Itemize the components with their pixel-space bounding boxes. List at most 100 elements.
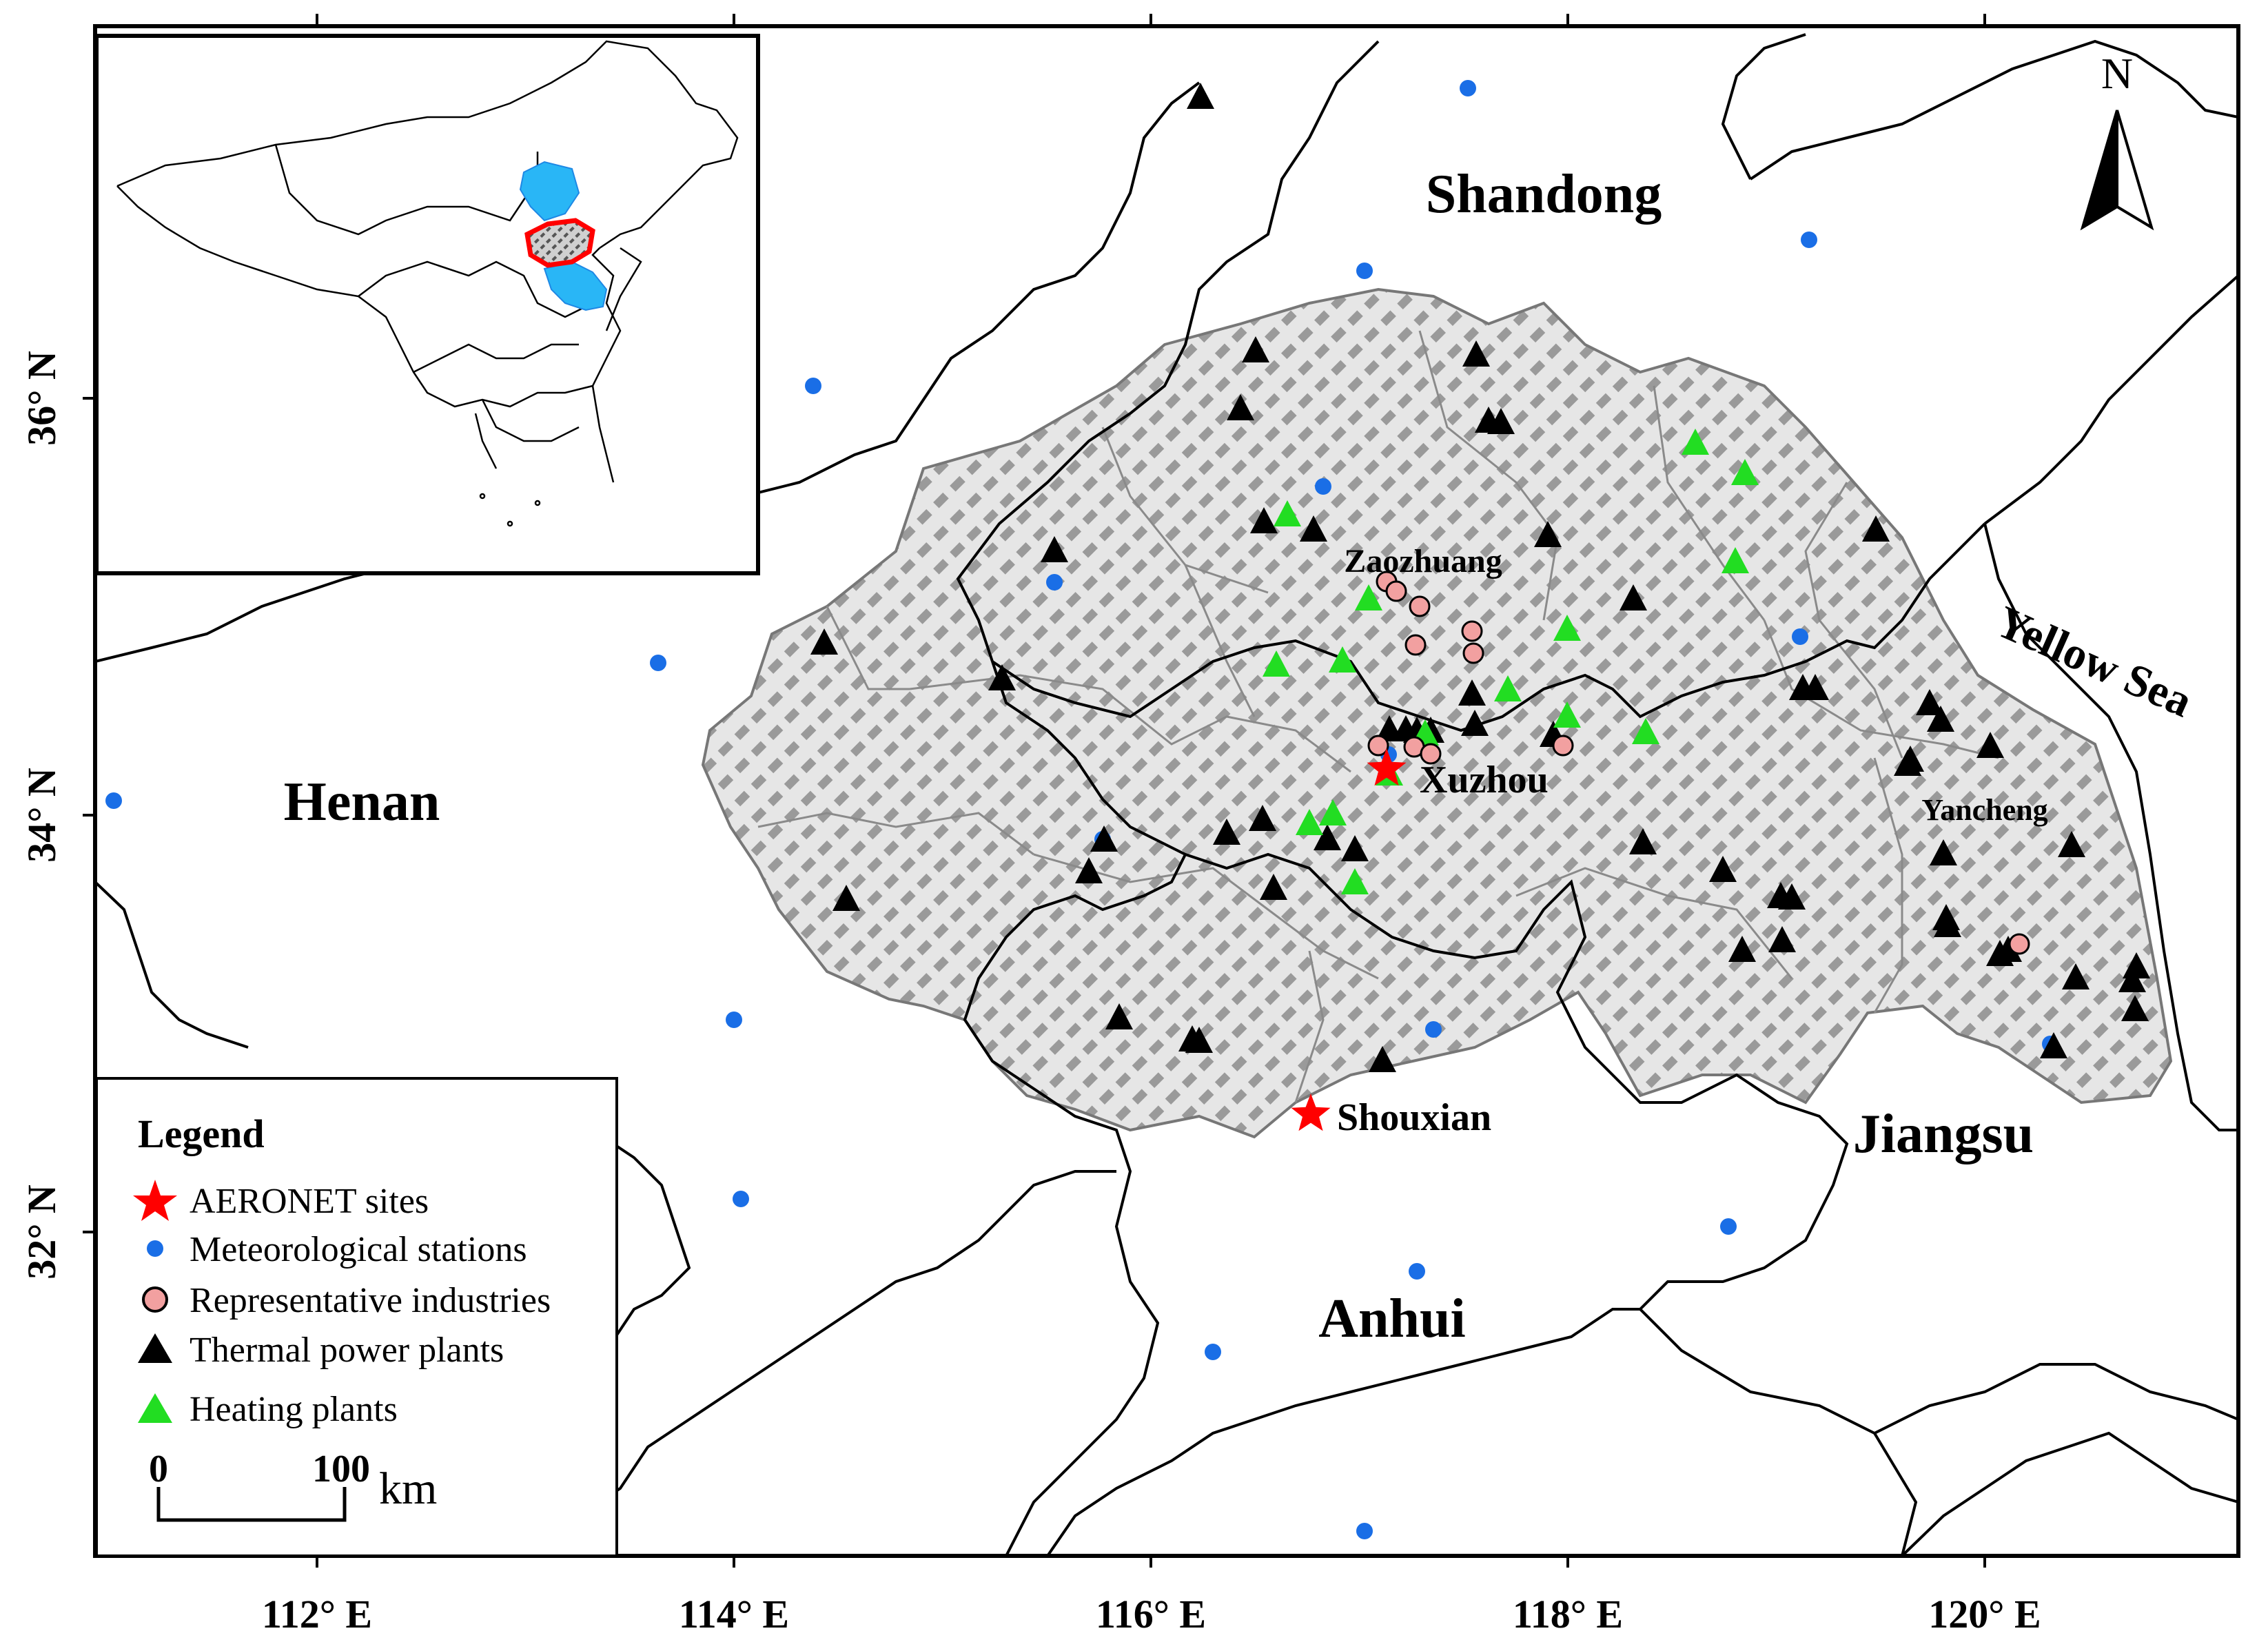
meteorological-station-marker [1315, 478, 1331, 495]
heating-plant-marker [1319, 799, 1347, 825]
thermal-power-plant-marker [1227, 394, 1254, 420]
legend-item-label: Meteorological stations [190, 1230, 527, 1269]
lon-tick-label: 112° E [262, 1592, 372, 1636]
aeronet-site-marker-shouxian [1291, 1094, 1331, 1131]
thermal-power-plant-marker [1250, 507, 1278, 533]
thermal-power-plant-marker [1185, 1027, 1213, 1053]
legend: Legend AERONET sites Meteorological stat… [95, 1077, 618, 1557]
meteorological-station-marker [805, 378, 821, 394]
scale-bar-end: 100 [312, 1448, 370, 1490]
scale-bar: 0 100 km [149, 1448, 437, 1522]
heating-plant-marker [1263, 650, 1290, 677]
inset-map [94, 34, 760, 575]
inset-highlight-north [519, 161, 580, 222]
heating-plant-marker [1632, 718, 1659, 744]
representative-industry-marker [2008, 933, 2030, 955]
meteorological-station-marker [1205, 1344, 1221, 1360]
study-area [701, 287, 2173, 1139]
thermal-power-plant-marker [988, 664, 1016, 690]
heating-plant-marker [1722, 547, 1749, 573]
representative-industry-marker [1367, 735, 1389, 757]
thermal-power-plant-marker [1105, 1003, 1133, 1029]
thermal-power-plant-marker [810, 628, 838, 655]
thermal-power-plant-marker [832, 885, 860, 911]
lon-axis-labels: 112° E 114° E 116° E 118° E 120° E [262, 1592, 2041, 1636]
legend-pink-circle-icon [142, 1286, 168, 1313]
legend-item-label: Thermal power plants [190, 1331, 504, 1370]
meteorological-station-marker [1720, 1218, 1737, 1235]
thermal-power-plant-marker [1629, 828, 1657, 854]
aeronet-site-marker-xuzhou [1367, 748, 1407, 786]
thermal-power-plant-marker [1458, 679, 1486, 706]
basemap [95, 33, 2238, 1556]
heating-plant-marker [1553, 615, 1581, 641]
province-label-shandong: Shandong [1426, 164, 1662, 225]
heating-plant-marker [1274, 500, 1301, 526]
heating-plant-marker [1494, 675, 1522, 701]
legend-black-triangle-icon [138, 1333, 172, 1363]
representative-industry-marker [1385, 580, 1407, 602]
thermal-power-plant-marker [2118, 966, 2146, 992]
inset-highlight-south [543, 260, 608, 311]
thermal-power-plant-marker [1534, 521, 1562, 547]
legend-red-star-icon [133, 1180, 177, 1221]
meteorological-station-marker [1409, 1263, 1425, 1280]
lat-tick-label: 32° N [19, 1184, 64, 1280]
lon-tick-label: 120° E [1928, 1592, 2041, 1636]
thermal-power-plant-marker [1462, 340, 1490, 367]
thermal-power-plant-marker [1934, 911, 1961, 937]
north-arrow: N [2080, 49, 2154, 231]
thermal-power-plant-marker [1801, 674, 1829, 700]
thermal-power-plant-marker [1249, 805, 1276, 831]
representative-industry-marker [1409, 595, 1431, 617]
thermal-power-plant-marker [1894, 750, 1921, 776]
meteorological-station-marker [1046, 574, 1063, 591]
scale-bar-unit: km [379, 1464, 437, 1514]
province-label-henan: Henan [284, 772, 440, 832]
thermal-power-plant-marker [1213, 819, 1240, 845]
thermal-power-plant-marker [2058, 831, 2085, 857]
heating-plant-marker [1682, 429, 1709, 455]
scale-bar-start: 0 [149, 1448, 168, 1490]
lat-tick-label: 36° N [19, 351, 64, 446]
province-label-anhui: Anhui [1318, 1289, 1465, 1349]
city-label-zaozhuang: Zaozhuang [1344, 543, 1502, 579]
thermal-power-plant-marker [1620, 584, 1647, 610]
thermal-power-plant-marker [2062, 963, 2090, 989]
lon-tick-label: 114° E [679, 1592, 789, 1636]
thermal-power-plant-marker [1341, 835, 1369, 861]
map-markers [105, 80, 2150, 1539]
thermal-power-plant-marker [1369, 1046, 1396, 1072]
frame-ticks [83, 14, 1986, 1568]
thermal-power-plant-marker [1041, 536, 1068, 562]
thermal-power-plant-marker [1930, 839, 1957, 865]
thermal-power-plant-marker [1976, 732, 2004, 758]
heating-plant-marker [1329, 646, 1356, 673]
meteorological-station-marker [105, 792, 122, 809]
thermal-power-plant-marker [1728, 936, 1756, 962]
heating-plant-marker [1553, 701, 1581, 728]
thermal-power-plant-marker [2121, 995, 2149, 1021]
meteorological-station-marker [1792, 628, 1808, 645]
thermal-power-plant-marker [1709, 856, 1737, 882]
meteorological-station-marker [1356, 1523, 1373, 1539]
thermal-power-plant-marker [1260, 874, 1287, 900]
heating-plant-marker [1355, 584, 1382, 610]
legend-green-triangle-icon [138, 1393, 172, 1423]
city-label-xuzhou: Xuzhou [1420, 759, 1549, 801]
thermal-power-plant-marker [1075, 857, 1103, 883]
thermal-power-plant-marker [1862, 515, 1890, 542]
heating-plant-marker [1296, 809, 1323, 835]
legend-item-label: Representative industries [190, 1281, 551, 1320]
prefecture-boundaries [757, 330, 1999, 1103]
legend-blue-dot-icon [147, 1240, 163, 1257]
province-boundaries [95, 33, 2238, 1556]
thermal-power-plant-marker [1994, 936, 2022, 962]
lat-axis-labels: 36° N 34° N 32° N [19, 351, 64, 1280]
north-arrow-label: N [2101, 49, 2133, 98]
representative-industry-marker [1461, 620, 1483, 642]
meteorological-station-marker [650, 655, 666, 671]
thermal-power-plant-marker [1300, 515, 1327, 542]
heating-plant-marker [1341, 868, 1369, 894]
